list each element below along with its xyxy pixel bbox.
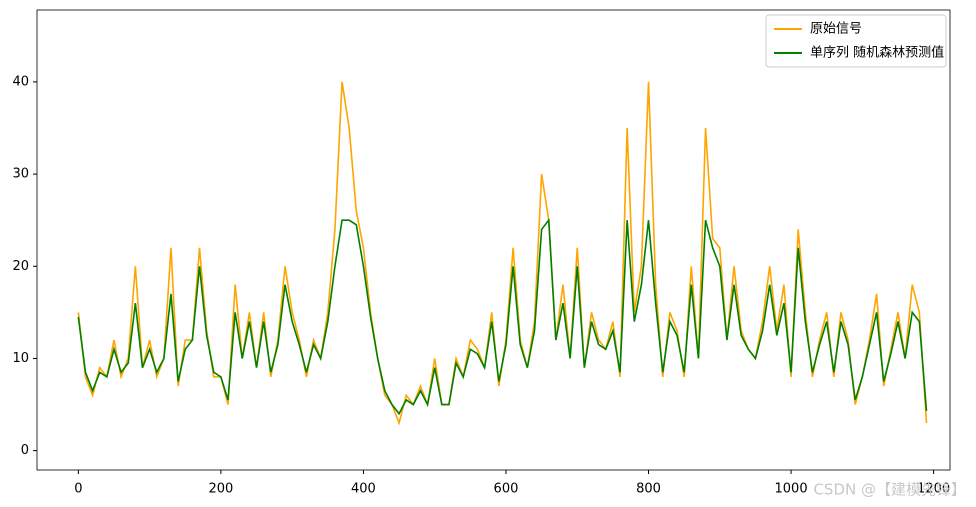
watermark: CSDN @【建模先锋】 — [813, 481, 966, 499]
plot-frame — [36, 9, 951, 471]
y-tick-label: 40 — [12, 74, 29, 89]
x-tick-label: 1000 — [775, 482, 808, 497]
legend-box — [765, 14, 947, 68]
x-tick-label: 1200 — [917, 482, 950, 497]
y-tick-label: 0 — [21, 443, 29, 458]
series-line — [77, 218, 928, 416]
y-tick-label: 30 — [12, 167, 29, 182]
legend-label: 单序列 随机森林预测值 — [810, 45, 944, 61]
x-tick-label: 400 — [351, 482, 376, 497]
y-tick-label: 20 — [12, 259, 29, 274]
x-tick-label: 800 — [636, 482, 661, 497]
x-tick-label: 200 — [208, 482, 233, 497]
x-tick-label: 0 — [74, 482, 82, 497]
y-tick-label: 10 — [12, 351, 29, 366]
x-tick-label: 600 — [494, 482, 519, 497]
legend-label: 原始信号 — [810, 22, 862, 37]
